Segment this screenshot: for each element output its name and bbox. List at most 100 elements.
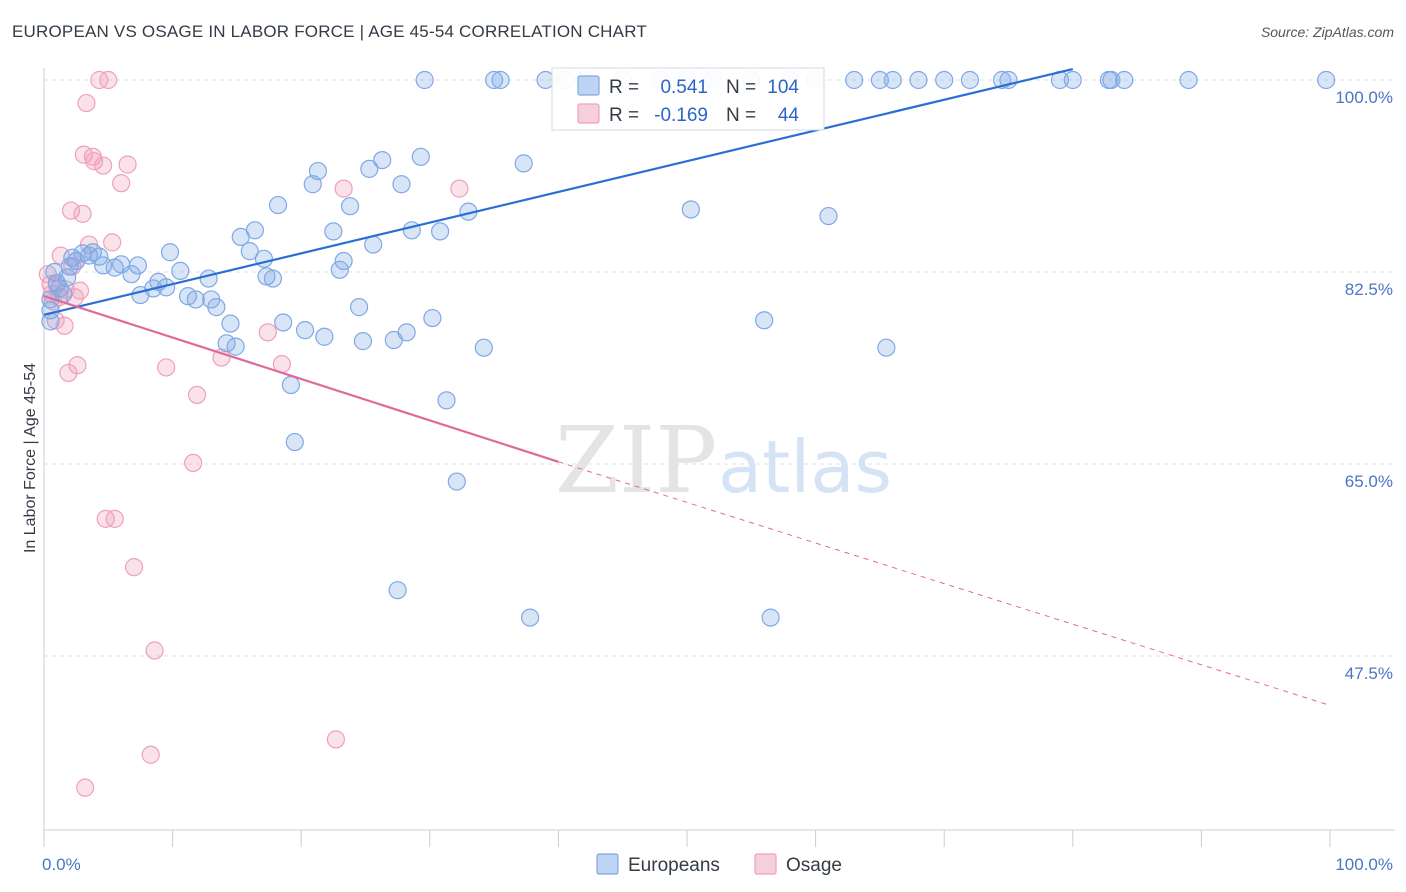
european-point: [281, 375, 301, 395]
european-point: [877, 338, 896, 357]
european-point: [447, 472, 466, 491]
european-point: [536, 70, 555, 90]
european-point: [392, 175, 411, 194]
osage-trend-line: [43, 295, 559, 463]
axis-ticks: [43, 830, 1331, 847]
european-point: [960, 70, 980, 90]
osage-point: [68, 356, 87, 375]
european-point: [186, 290, 205, 309]
legend-r-value-0: 0.541: [660, 77, 708, 98]
osage-point: [118, 155, 137, 174]
osage-point: [124, 558, 144, 577]
osage-point: [105, 509, 124, 528]
european-point: [349, 298, 369, 317]
european-point: [430, 222, 450, 241]
legend-n-value-1: 44: [778, 105, 800, 126]
european-point: [90, 247, 109, 266]
european-point: [226, 337, 245, 356]
osage-point: [85, 152, 104, 171]
european-point: [160, 243, 180, 262]
osage-point: [61, 201, 81, 220]
legend-r-value-1: -0.169: [654, 105, 708, 126]
european-point: [883, 70, 902, 90]
european-point: [207, 298, 226, 317]
european-point: [491, 70, 510, 90]
osage-point: [77, 93, 96, 113]
european-point: [268, 195, 288, 215]
x-tick-labels: 0.0% 100.0%: [42, 855, 1393, 874]
european-point: [909, 70, 928, 90]
bottom-legend-osage: Osage: [786, 855, 842, 876]
european-point: [128, 256, 147, 275]
osage-point: [70, 281, 90, 300]
european-point: [521, 608, 540, 627]
osage-point: [73, 204, 92, 223]
european-point: [199, 269, 218, 288]
bottom-legend-europeans: Europeans: [628, 855, 720, 876]
european-point: [334, 251, 353, 271]
european-point: [360, 159, 379, 178]
bottom-legend-swatch-osage: [754, 853, 777, 875]
osage-point: [326, 730, 346, 749]
bottom-legend-swatch-europeans: [596, 853, 619, 875]
european-point: [411, 147, 430, 166]
european-point: [263, 269, 283, 288]
osage-point: [187, 385, 207, 404]
european-point: [94, 256, 113, 275]
european-point: [474, 338, 493, 357]
european-point: [353, 332, 373, 351]
trend-lines: [43, 67, 1331, 706]
european-point: [308, 161, 328, 181]
osage-point: [450, 179, 469, 198]
legend-r-label-1: R =: [609, 105, 639, 126]
european-point: [397, 323, 416, 342]
legend-swatch-0: [577, 75, 600, 96]
european-point: [1179, 70, 1198, 90]
european-point: [373, 150, 392, 170]
european-point: [1317, 70, 1336, 90]
y-axis-title: In Labor Force | Age 45-54: [22, 363, 39, 553]
european-point: [935, 70, 954, 90]
source-label: Source: ZipAtlas.com: [1260, 24, 1394, 40]
osage-point: [112, 174, 131, 193]
watermark-zip: ZIP: [555, 407, 717, 514]
legend-swatch-1: [577, 103, 600, 124]
gridlines: [44, 79, 1395, 657]
y-tick-label-2: 65.0%: [1345, 472, 1393, 491]
axes: [43, 68, 1395, 831]
legend-n-label-0: N =: [726, 77, 756, 98]
europeans-trend-line: [43, 67, 1074, 316]
watermark: ZIP atlas: [555, 407, 892, 514]
european-point: [245, 221, 265, 240]
european-point: [58, 268, 77, 287]
osage-point: [94, 156, 113, 175]
y-tick-label-1: 82.5%: [1345, 280, 1393, 299]
european-point: [870, 70, 890, 90]
european-point: [1102, 70, 1121, 90]
bottom-legend: Europeans Osage: [596, 853, 842, 876]
osage-point: [258, 323, 277, 342]
european-point: [761, 608, 780, 627]
y-tick-label-0: 100.0%: [1335, 88, 1393, 107]
osage-point: [334, 179, 353, 198]
osage-trend-extension: [558, 461, 1331, 706]
european-point: [240, 242, 259, 261]
european-point: [1063, 70, 1082, 90]
watermark-atlas: atlas: [718, 425, 892, 509]
y-tick-label-3: 47.5%: [1345, 664, 1393, 683]
osage-points: [38, 70, 469, 797]
european-point: [171, 261, 190, 281]
legend-n-value-0: 104: [767, 77, 799, 98]
european-point: [324, 222, 343, 241]
european-point: [285, 432, 304, 452]
european-point: [681, 200, 700, 219]
european-point: [1115, 70, 1134, 90]
osage-point: [157, 358, 176, 377]
european-point: [437, 391, 456, 410]
european-points: [41, 70, 1336, 627]
osage-point: [103, 233, 122, 252]
osage-point: [99, 70, 118, 90]
osage-point: [212, 348, 231, 367]
european-point: [423, 308, 442, 328]
